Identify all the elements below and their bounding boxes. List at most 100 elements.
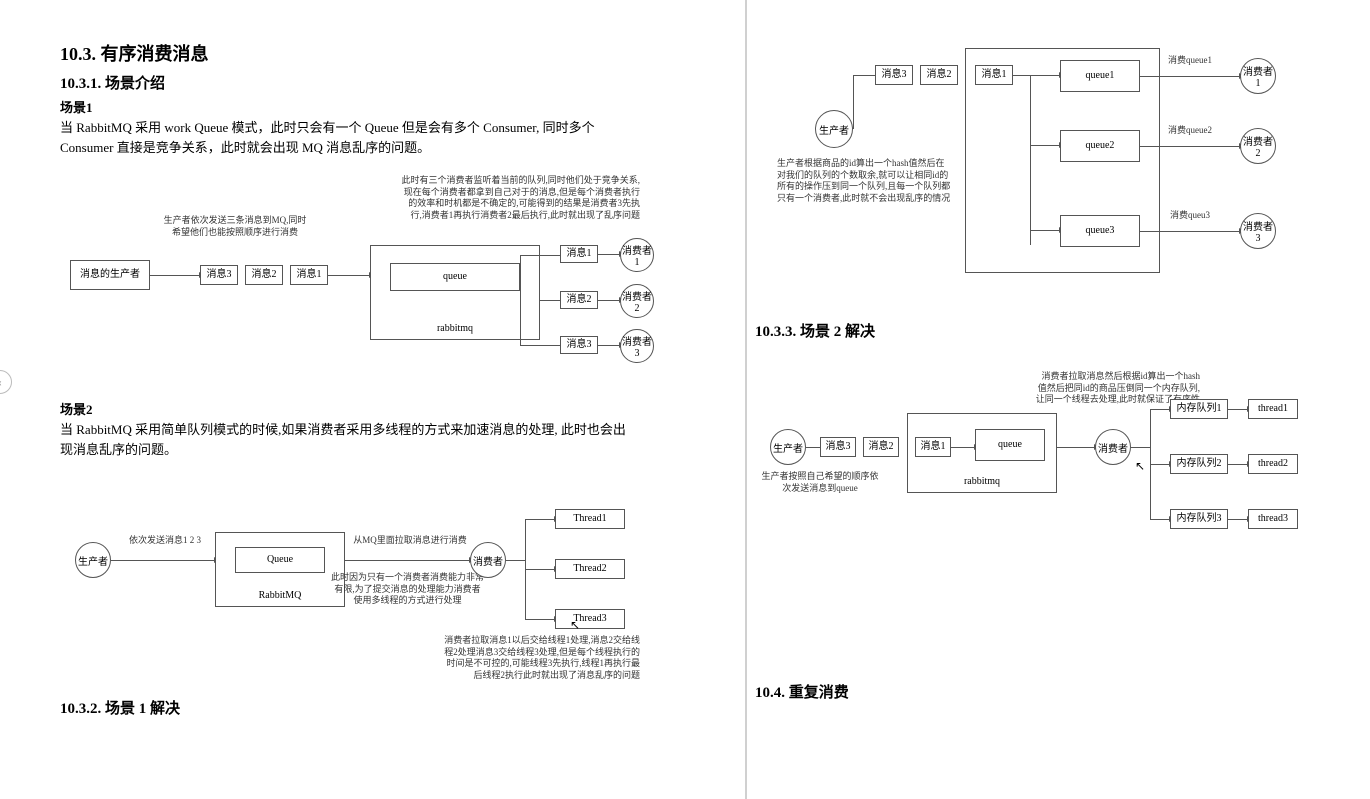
d2-hstub	[506, 560, 525, 561]
d1-out3	[520, 345, 560, 346]
d3-ml	[853, 75, 875, 76]
d2-below-note: 此时因为只有一个消费者消费能力非常有限,为了提交消息的处理能力消费者使用多线程的…	[330, 572, 485, 607]
d4-t2l	[1228, 464, 1248, 465]
d4-m1l	[1150, 409, 1170, 410]
d1-producer-note: 生产者依次发送三条消息到MQ,同时希望他们也能按照顺序进行消费	[160, 215, 310, 238]
d3-fan	[1030, 75, 1031, 245]
d2-t2l	[525, 569, 555, 570]
d3-queue1: queue1	[1060, 60, 1140, 92]
d2-consumer: 消费者	[470, 542, 506, 578]
d2-t1l	[525, 519, 555, 520]
d4-cl	[1057, 447, 1095, 448]
d3-consumer2: 消费者2	[1240, 128, 1276, 164]
d2-prod-note: 依次发送消息1 2 3	[120, 535, 210, 547]
d3-q2l	[1030, 145, 1060, 146]
d1-consumer2: 消费者2	[620, 284, 654, 318]
d4-ql	[951, 447, 975, 448]
d1-out1b	[598, 254, 620, 255]
d1-omsg1: 消息1	[560, 245, 598, 263]
diagram-scene2: 生产者 依次发送消息1 2 3 RabbitMQ Queue 从MQ里面拉取消息…	[60, 477, 635, 677]
d1-rabbitmq: rabbitmq	[370, 245, 540, 340]
d4-producer: 生产者	[770, 429, 806, 465]
heading-10-4: 10.4. 重复消费	[755, 681, 1310, 702]
d4-m2l	[1150, 464, 1170, 465]
d3-c1l	[1140, 76, 1240, 77]
d3-mv	[853, 75, 854, 129]
d4-pl	[806, 447, 820, 448]
d1-msg1: 消息1	[290, 265, 328, 285]
d3-msg1: 消息1	[975, 65, 1013, 85]
d3-qlabel3: 消费queu3	[1155, 210, 1225, 222]
scene2-para: 当 RabbitMQ 采用简单队列模式的时候,如果消费者采用多线程的方式来加速消…	[60, 420, 635, 459]
page-right: 消息3 消息2 消息1 生产者 生产者根据商品的id算出一个hash值然后在对我…	[685, 0, 1370, 799]
d3-msg2: 消息2	[920, 65, 958, 85]
d2-bottom-note: 消费者拉取消息1以后交给线程1处理,消息2交给线程2处理消息3交给线程3处理,但…	[440, 635, 640, 682]
diagram-solution1: 消息3 消息2 消息1 生产者 生产者根据商品的id算出一个hash值然后在对我…	[755, 40, 1310, 290]
d3-consumer3: 消费者3	[1240, 213, 1276, 249]
d3-q1l	[1030, 75, 1060, 76]
d3-prod-note: 生产者根据商品的id算出一个hash值然后在对我们的队列的个数取余,就可以让相同…	[777, 158, 952, 205]
d4-thread3: thread3	[1248, 509, 1298, 529]
d4-mq2: 内存队列2	[1170, 454, 1228, 474]
scene2-title: 场景2	[60, 399, 635, 418]
d3-queue2: queue2	[1060, 130, 1140, 162]
heading-10-3-2: 10.3.2. 场景 1 解决	[60, 697, 635, 718]
d2-queue: Queue	[235, 547, 325, 573]
d1-msg3: 消息3	[200, 265, 238, 285]
d2-thread2: Thread2	[555, 559, 625, 579]
d4-mq3: 内存队列3	[1170, 509, 1228, 529]
d2-t3l	[525, 619, 555, 620]
d4-msg3: 消息3	[820, 437, 856, 457]
d3-queue3: queue3	[1060, 215, 1140, 247]
d1-omsg3: 消息3	[560, 336, 598, 354]
d3-c2l	[1140, 146, 1240, 147]
d3-consumer1: 消费者1	[1240, 58, 1276, 94]
d2-producer: 生产者	[75, 542, 111, 578]
d1-line-prod	[150, 275, 200, 276]
heading-10-3-3: 10.3.3. 场景 2 解决	[755, 320, 1310, 341]
d1-out2	[540, 300, 560, 301]
d4-t3l	[1228, 519, 1248, 520]
heading-10-3: 10.3. 有序消费消息	[60, 40, 635, 66]
d1-vsplit	[520, 255, 521, 345]
d1-consumer1: 消费者1	[620, 238, 654, 272]
d4-mq1: 内存队列1	[1170, 399, 1228, 419]
cursor-icon: ↖	[570, 618, 580, 633]
d2-thread1: Thread1	[555, 509, 625, 529]
d1-queue: queue	[390, 263, 520, 291]
d1-consumer3: 消费者3	[620, 329, 654, 363]
page-left: 10.3. 有序消费消息 10.3.1. 场景介绍 场景1 当 RabbitMQ…	[0, 0, 685, 799]
heading-10-3-1: 10.3.1. 场景介绍	[60, 72, 635, 93]
d2-line1	[111, 560, 215, 561]
d3-fan-in	[1013, 75, 1030, 76]
d4-thread2: thread2	[1248, 454, 1298, 474]
d2-thread3: Thread3	[555, 609, 625, 629]
d4-consumer: 消费者	[1095, 429, 1131, 465]
d4-prod-note: 生产者按照自己希望的顺序依次发送消息到queue	[760, 471, 880, 494]
d1-out1	[520, 255, 560, 256]
diagram-scene1: 生产者依次发送三条消息到MQ,同时希望他们也能按照顺序进行消费 消息的生产者 消…	[60, 175, 635, 385]
d3-c3l	[1140, 231, 1240, 232]
d4-msg2: 消息2	[863, 437, 899, 457]
d1-out2b	[598, 300, 620, 301]
d3-q3l	[1030, 230, 1060, 231]
d4-fanin	[1131, 447, 1150, 448]
d1-omsg2: 消息2	[560, 291, 598, 309]
d3-qlabel1: 消费queue1	[1155, 55, 1225, 67]
cursor-icon-2: ↖	[1135, 459, 1145, 474]
d1-right-note: 此时有三个消费者监听着当前的队列,同时他们处于竞争关系,现在每个消费者都拿到自己…	[400, 175, 640, 222]
d4-msg1: 消息1	[915, 437, 951, 457]
d1-msg2: 消息2	[245, 265, 283, 285]
d3-qlabel2: 消费queue2	[1155, 125, 1225, 137]
d4-thread1: thread1	[1248, 399, 1298, 419]
scene1-para: 当 RabbitMQ 采用 work Queue 模式，此时只会有一个 Queu…	[60, 118, 635, 157]
scene1-title: 场景1	[60, 97, 635, 116]
diagram-solution2: 生产者 生产者按照自己希望的顺序依次发送消息到queue 消息3 消息2 rab…	[755, 371, 1310, 561]
d1-producer: 消息的生产者	[70, 260, 150, 290]
d3-msg3: 消息3	[875, 65, 913, 85]
d3-producer: 生产者	[815, 110, 853, 148]
d4-queue: queue	[975, 429, 1045, 461]
d2-mid-note: 从MQ里面拉取消息进行消费	[350, 535, 470, 547]
d1-line-in	[328, 275, 370, 276]
d1-out3b	[598, 345, 620, 346]
